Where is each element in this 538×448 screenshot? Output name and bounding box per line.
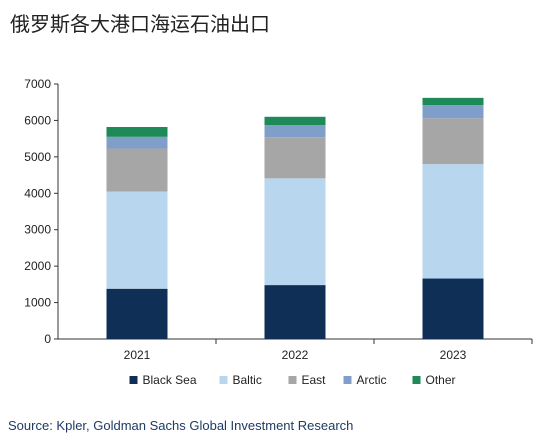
bar-segment-black-sea-2023 xyxy=(422,278,484,339)
legend-label-east: East xyxy=(302,373,327,387)
chart-title: 俄罗斯各大港口海运石油出口 xyxy=(10,12,270,36)
legend-swatch-other xyxy=(412,376,421,384)
legend-label-baltic: Baltic xyxy=(233,373,262,387)
bar-segment-arctic-2021 xyxy=(106,136,168,149)
y-tick-label: 3000 xyxy=(24,223,51,237)
y-tick-label: 4000 xyxy=(24,186,51,200)
bar-segment-other-2022 xyxy=(264,116,326,126)
legend-label-other: Other xyxy=(426,373,456,387)
bar-segment-other-2021 xyxy=(106,126,168,137)
y-tick-label: 0 xyxy=(44,332,51,346)
bar-segment-arctic-2023 xyxy=(422,105,484,119)
bar-segment-other-2023 xyxy=(422,97,484,106)
bar-segment-east-2022 xyxy=(264,137,326,179)
bar-segment-arctic-2022 xyxy=(264,125,326,138)
legend-label-black-sea: Black Sea xyxy=(143,373,197,387)
y-tick-label: 5000 xyxy=(24,150,51,164)
y-tick-label: 7000 xyxy=(24,77,51,91)
x-tick-label: 2023 xyxy=(440,348,467,362)
y-tick-label: 6000 xyxy=(24,113,51,127)
x-tick-label: 2021 xyxy=(124,348,151,362)
legend-swatch-arctic xyxy=(343,376,352,384)
source-note: Source: Kpler, Goldman Sachs Global Inve… xyxy=(8,418,354,433)
bar-segment-baltic-2022 xyxy=(264,178,326,286)
bar-segment-black-sea-2021 xyxy=(106,288,168,339)
legend-swatch-black-sea xyxy=(129,376,138,384)
legend-swatch-baltic xyxy=(219,376,228,384)
y-tick-label: 2000 xyxy=(24,259,51,273)
stacked-bar-chart: 0 1000 2000 3000 4000 5000 6000 7000 2021 2022 202… xyxy=(24,77,533,387)
bar-segment-baltic-2021 xyxy=(106,191,168,289)
bar-segment-east-2023 xyxy=(422,118,484,165)
y-tick-label: 1000 xyxy=(24,296,51,310)
bar-segment-east-2021 xyxy=(106,148,168,192)
x-tick-label: 2022 xyxy=(282,348,309,362)
legend-label-arctic: Arctic xyxy=(357,373,387,387)
legend-swatch-east xyxy=(288,376,297,384)
bar-segment-black-sea-2022 xyxy=(264,285,326,339)
bar-segment-baltic-2023 xyxy=(422,164,484,279)
